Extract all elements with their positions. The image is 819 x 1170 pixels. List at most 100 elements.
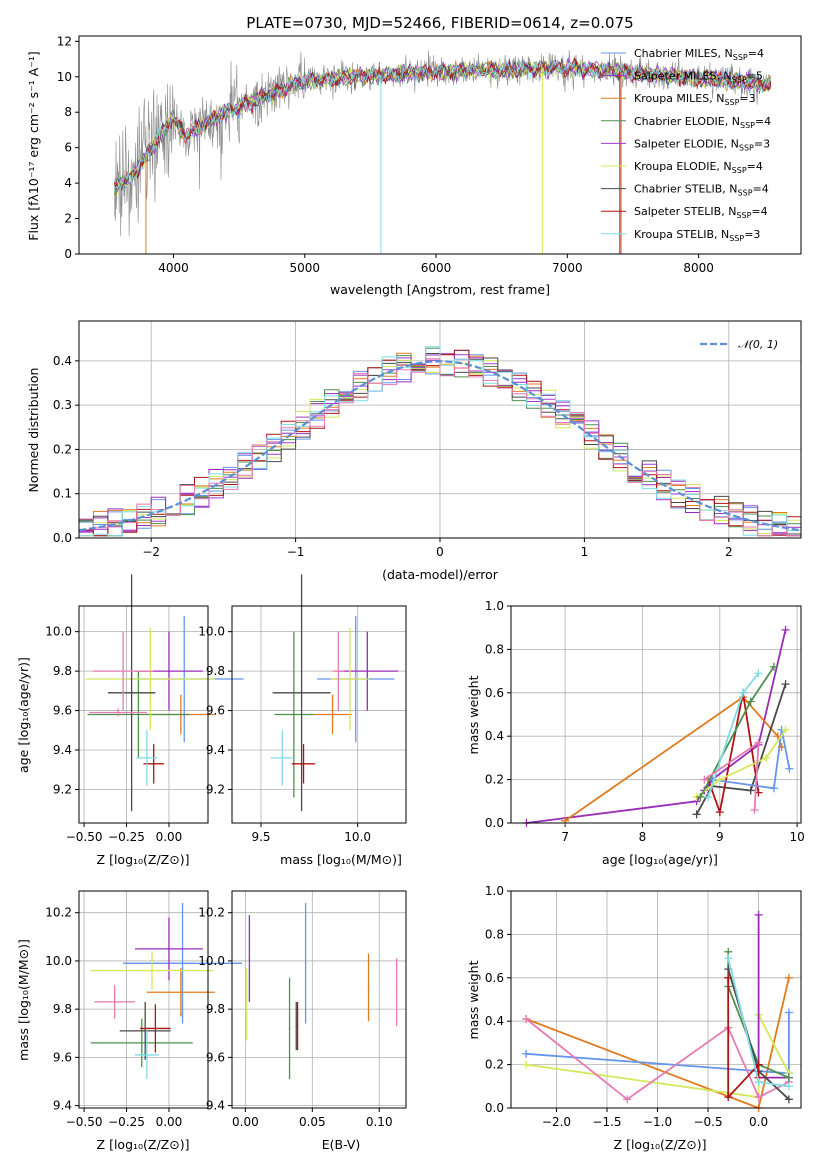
x-tick-label: 0.05 xyxy=(299,1115,326,1129)
weight-series-line xyxy=(699,666,775,798)
data-point xyxy=(168,948,170,950)
axes-frame xyxy=(231,605,407,824)
y-tick-label: 0 xyxy=(64,247,72,261)
residual-histogram-step xyxy=(79,358,801,537)
data-point xyxy=(245,1003,248,1006)
data-point xyxy=(180,991,182,994)
weight-series-marker xyxy=(522,1060,531,1069)
residual-histogram-step xyxy=(79,346,801,537)
legend-sub: SSP xyxy=(732,166,747,175)
weight-series-marker xyxy=(784,1073,793,1082)
x-tick-label: 9 xyxy=(716,830,724,844)
weight-series-marker xyxy=(784,1008,793,1017)
legend-tail: =3 xyxy=(739,92,755,105)
weight-series-line xyxy=(696,729,787,798)
data-point xyxy=(152,763,155,765)
y-tick-label: 9.2 xyxy=(53,782,72,796)
x-tick-label: 8000 xyxy=(683,261,714,275)
data-point xyxy=(304,962,307,965)
weight-series-marker xyxy=(781,625,790,634)
weight-series-marker xyxy=(781,725,790,734)
data-point xyxy=(146,1054,148,1056)
weight-series-line xyxy=(695,683,787,815)
data-point xyxy=(130,692,133,694)
residuals-plot-area: −2 −1 0 1 2 0.0 0.1 0.2 0.3 0.4 𝒩(0, 1) xyxy=(53,320,802,559)
mass-vs-extinction-plot: 0.00 0.05 0.10 9.4 9.6 9.8 10.0 10.2 xyxy=(198,890,407,1129)
legend-tail: =3 xyxy=(744,228,760,241)
data-point xyxy=(349,678,351,680)
x-tick-label: −1.5 xyxy=(592,1115,621,1129)
legend-label: Salpeter STELIB, NSSP=4 xyxy=(634,205,768,220)
y-tick-label: 10.2 xyxy=(45,906,72,920)
residuals-ylabel: Normed distribution xyxy=(26,368,41,493)
y-tick-label: 9.6 xyxy=(206,704,225,718)
legend-label: Kroupa STELIB, NSSP=3 xyxy=(634,228,760,243)
age-vs-mass-xlabel: mass [log₁₀(M/M⊙)] xyxy=(280,852,402,867)
data-point xyxy=(146,757,148,759)
x-tick-label: 2 xyxy=(725,545,733,559)
data-point xyxy=(302,763,305,765)
legend-tail: =5 xyxy=(747,70,763,83)
mass-vs-extinction-xlabel: E(B-V) xyxy=(322,1137,361,1152)
weight-series-marker xyxy=(746,786,755,795)
data-point xyxy=(366,670,369,672)
data-point xyxy=(293,713,295,716)
weight-series-marker xyxy=(724,954,733,963)
weight-vs-age-xlabel: age [log₁₀(age/yr)] xyxy=(602,852,718,867)
spectrum-title: PLATE=0730, MJD=52466, FIBERID=0614, z=0… xyxy=(246,14,633,32)
y-tick-label: 9.6 xyxy=(206,1050,225,1064)
y-tick-label: 10.2 xyxy=(198,906,225,920)
weight-series-marker xyxy=(724,973,733,982)
data-point xyxy=(154,1027,157,1030)
y-tick-label: 9.8 xyxy=(53,664,72,678)
y-tick-label: 0.4 xyxy=(485,1014,504,1028)
weight-series-marker xyxy=(522,1049,531,1058)
x-tick-label: 1 xyxy=(581,545,589,559)
y-tick-label: 9.8 xyxy=(53,1002,72,1016)
data-point xyxy=(122,670,124,672)
normal-curve xyxy=(79,360,801,532)
y-tick-label: 9.2 xyxy=(206,782,225,796)
legend-tail: =4 xyxy=(751,205,767,218)
weight-series-marker xyxy=(739,688,747,697)
y-tick-label: 10.0 xyxy=(45,625,72,639)
legend-label: Salpeter MILES, NSSP=5 xyxy=(634,70,763,85)
legend-tail: =4 xyxy=(755,115,771,128)
x-tick-label: −0.50 xyxy=(66,1115,103,1129)
age-vs-metallicity-ylabel: age [log₁₀(age/yr)] xyxy=(16,657,31,773)
data-point xyxy=(149,678,152,680)
x-tick-label: 5000 xyxy=(290,261,321,275)
spectrum-ylabel: Flux [fλ10⁻¹⁷ erg cm⁻² s⁻¹ A⁻¹] xyxy=(26,51,41,240)
mass-vs-metallicity-xlabel: Z [log₁₀(Z/Z⊙)] xyxy=(97,1137,190,1152)
data-point xyxy=(337,670,340,672)
y-tick-label: 0.2 xyxy=(485,1058,504,1072)
y-tick-label: 0.8 xyxy=(485,927,504,941)
y-tick-label: 9.4 xyxy=(53,1099,72,1113)
weight-series-marker xyxy=(623,1095,632,1104)
y-tick-label: 0.2 xyxy=(53,442,72,456)
x-tick-label: −0.5 xyxy=(693,1115,722,1129)
x-tick-label: 0.00 xyxy=(156,830,183,844)
y-tick-label: 6 xyxy=(64,141,72,155)
y-tick-label: 0.1 xyxy=(53,487,72,501)
legend-sub: SSP xyxy=(739,143,754,152)
y-tick-label: 9.4 xyxy=(206,743,225,757)
data-point xyxy=(141,1042,143,1044)
y-tick-label: 4 xyxy=(64,176,72,190)
y-tick-label: 0.3 xyxy=(53,398,72,412)
weight-vs-age-plot: 7 8 9 10 0.0 0.2 0.4 0.6 0.8 1.0 xyxy=(485,599,805,844)
weight-series-marker xyxy=(754,1093,763,1102)
legend-label: Kroupa MILES, NSSP=3 xyxy=(634,92,756,107)
y-tick-label: 9.8 xyxy=(206,664,225,678)
data-point xyxy=(295,1025,298,1027)
weight-vs-age-panel: 7 8 9 10 0.0 0.2 0.4 0.6 0.8 1.0 age [log₁₀(age/y… xyxy=(466,599,805,867)
weight-series-marker xyxy=(754,1077,763,1086)
mass-vs-extinction-panel: 0.00 0.05 0.10 9.4 9.6 9.8 10.0 10.2 E(B-V) xyxy=(198,890,407,1152)
age-vs-metallicity-plot: −0.50 −0.25 0.00 9.2 9.4 9.6 9.8 10.0 xyxy=(45,574,244,844)
weight-series-marker xyxy=(754,1060,763,1069)
y-tick-label: 9.6 xyxy=(53,704,72,718)
mass-vs-metallicity-ylabel: mass [log₁₀(M/M⊙)] xyxy=(16,939,31,1061)
weight-series-line xyxy=(727,977,760,1100)
data-point xyxy=(367,986,370,989)
data-point xyxy=(113,1001,116,1003)
